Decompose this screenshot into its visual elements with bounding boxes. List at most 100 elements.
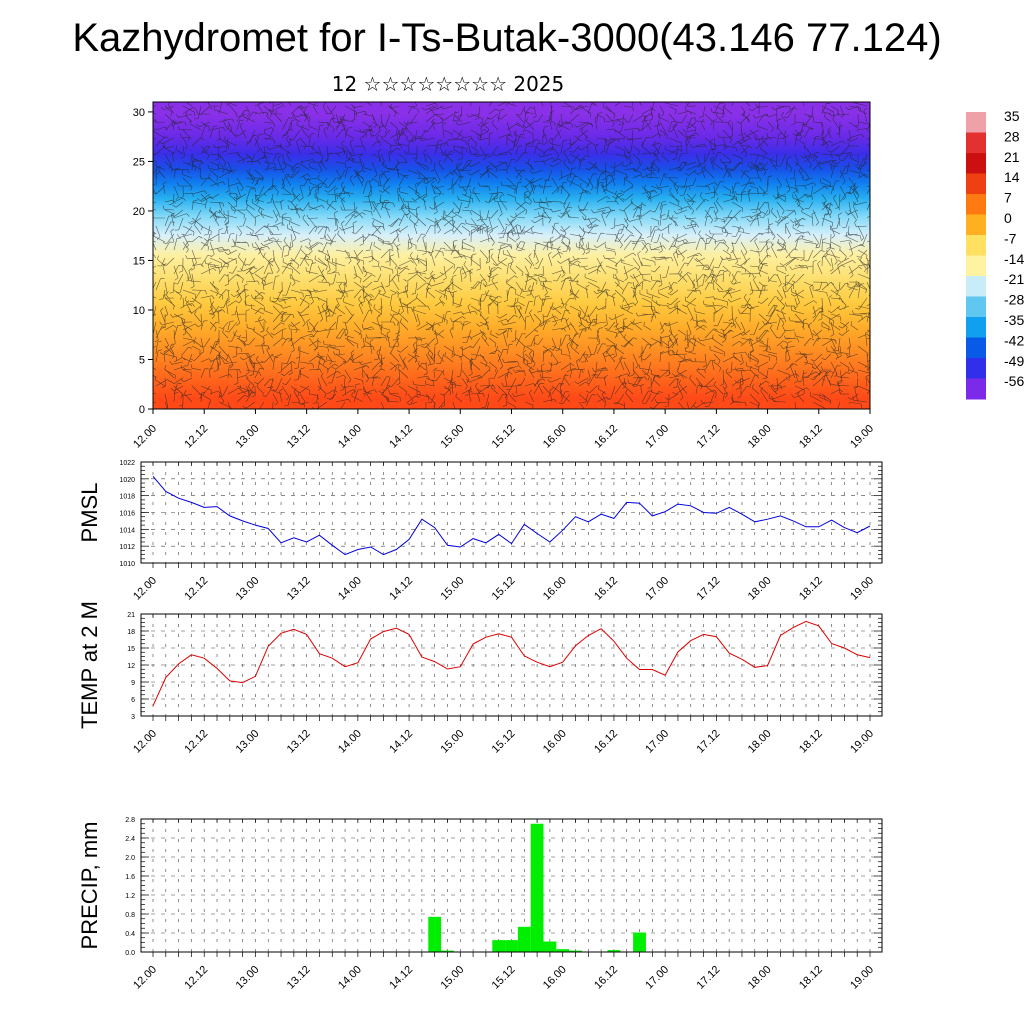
precip-ytick-label: 2.0 [125, 855, 135, 862]
precip-xtick-label: 18.12 [797, 964, 825, 992]
pmsl-xtick-label: 15.12 [490, 575, 518, 603]
colorbar-label: -21 [1004, 271, 1024, 287]
pmsl-xtick-label: 12.00 [131, 575, 159, 603]
precip-bar [543, 941, 557, 952]
pmsl-ytick-label: 1020 [119, 477, 135, 484]
colorbar-segment [966, 358, 986, 379]
profile-xtick-label: 18.00 [746, 423, 774, 451]
colorbar-label: -35 [1004, 312, 1024, 328]
pmsl-xtick-label: 14.12 [387, 575, 415, 603]
colorbar-segment [966, 194, 986, 215]
temp2m-xtick-label: 12.12 [182, 728, 210, 756]
precip-frame [140, 818, 883, 953]
temp2m-line [152, 620, 871, 707]
colorbar-segment [966, 317, 986, 338]
colorbar-segment [966, 214, 986, 236]
colorbar-segment [966, 378, 986, 400]
precip-ytick-label: 1.2 [125, 893, 135, 900]
colorbar-segment [966, 255, 986, 277]
colorbar-segment [966, 276, 986, 297]
temp2m-xtick-label: 13.00 [234, 728, 262, 756]
temp-panel: 3 6 9 12 15 18 21 12.00 12.12 13.00 13.12 14.00 14.1… [77, 601, 883, 756]
precip-bar [492, 940, 506, 952]
colorbar-label: 14 [1004, 169, 1020, 185]
precip-xtick-label: 14.12 [387, 964, 415, 992]
precip-xtick-label: 19.00 [848, 964, 876, 992]
colorbar-segment [966, 132, 986, 154]
colorbar-label: 7 [1004, 190, 1012, 206]
temp2m-xtick-label: 18.00 [746, 728, 774, 756]
precip-xtick-label: 12.12 [182, 964, 210, 992]
colorbar-label: 21 [1004, 149, 1020, 165]
profile-xtick-label: 14.12 [387, 423, 415, 451]
precip-xtick-label: 15.12 [490, 964, 518, 992]
profile-xtick-label: 15.12 [490, 423, 518, 451]
profile-xtick-label: 17.12 [695, 423, 723, 451]
pmsl-line [152, 475, 871, 556]
precip-ytick-label: 2.4 [125, 836, 135, 843]
colorbar-segment [966, 337, 986, 359]
colorbar-segment [966, 173, 986, 195]
colorbar-label: -56 [1004, 373, 1024, 389]
temp2m-ytick-label: 18 [127, 629, 135, 636]
colorbar-label: 0 [1004, 210, 1012, 226]
colorbar: 35 28 21 14 7 0 -7 -14 -21 -28 -35 -42 -49 -56 [966, 108, 1024, 400]
pmsl-ytick-label: 1016 [119, 511, 135, 518]
pmsl-xtick-label: 17.00 [643, 575, 671, 603]
precip-ytick-label: 1.6 [125, 874, 135, 881]
temp2m-xtick-label: 14.00 [336, 728, 364, 756]
precip-xtick-label: 13.12 [285, 964, 313, 992]
wind-barb-path [153, 102, 870, 409]
temp2m-xtick-label: 15.12 [490, 728, 518, 756]
profile-ytick-label: 10 [133, 305, 145, 317]
precip-xtick-label: 17.00 [643, 964, 671, 992]
pmsl-xtick-label: 15.00 [438, 575, 466, 603]
colorbar-segment [966, 112, 986, 133]
pmsl-xtick-label: 16.12 [592, 575, 620, 603]
pmsl-panel: 1010 1012 1014 1016 1018 1020 1022 12.00 12.12 13… [77, 460, 883, 603]
temp2m-xtick-label: 12.00 [131, 728, 159, 756]
temp2m-xtick-label: 16.12 [592, 728, 620, 756]
pmsl-ytick-label: 1012 [119, 544, 135, 551]
precip-xtick-label: 13.00 [234, 964, 262, 992]
pmsl-ytick-label: 1018 [119, 494, 135, 501]
pmsl-xtick-label: 13.12 [285, 575, 313, 603]
colorbar-segment [966, 153, 986, 174]
pmsl-xtick-label: 17.12 [695, 575, 723, 603]
precip-bar [569, 950, 582, 952]
precip-xtick-label: 16.12 [592, 964, 620, 992]
precip-xtick-label: 17.12 [695, 964, 723, 992]
pmsl-xtick-label: 18.00 [746, 575, 774, 603]
profile-xtick-label: 13.12 [285, 423, 313, 451]
temp2m-xtick-label: 13.12 [285, 728, 313, 756]
precip-xtick-label: 12.00 [131, 964, 159, 992]
pmsl-xtick-label: 14.00 [336, 575, 364, 603]
profile-xtick-label: 14.00 [336, 423, 364, 451]
precip-ylabel: PRECIP, mm [77, 822, 102, 950]
temp2m-xtick-label: 18.12 [797, 728, 825, 756]
temp2m-ytick-label: 9 [131, 680, 135, 687]
temp2m-xtick-label: 17.00 [643, 728, 671, 756]
colorbar-label: -7 [1004, 230, 1017, 246]
precip-ytick-label: 0.8 [125, 912, 135, 919]
pmsl-ytick-label: 1014 [119, 527, 135, 534]
temp2m-ytick-label: 3 [131, 714, 135, 721]
temp2m-ytick-label: 12 [127, 663, 135, 670]
wind-barbs [153, 102, 870, 409]
page-subtitle: 12 ☆☆☆☆☆☆☆☆ 2025 [331, 72, 565, 96]
precip-ytick-label: 0.0 [125, 950, 135, 957]
precip-bar [517, 926, 531, 952]
profile-ytick-label: 5 [139, 354, 145, 366]
temp2m-xtick-label: 17.12 [695, 728, 723, 756]
pmsl-xtick-label: 16.00 [541, 575, 569, 603]
temp2m-ytick-label: 21 [127, 612, 135, 619]
precip-panel: 0.0 0.4 0.8 1.2 1.6 2.0 2.4 2.8 12.00 12.12 13.00 1… [77, 817, 883, 992]
profile-xtick-label: 16.00 [541, 423, 569, 451]
pmsl-xtick-label: 18.12 [797, 575, 825, 603]
precip-bar [428, 916, 442, 952]
pmsl-xtick-label: 13.00 [234, 575, 262, 603]
precip-bar [505, 940, 518, 952]
profile-xtick-label: 12.12 [182, 423, 210, 451]
colorbar-label: 28 [1004, 128, 1020, 144]
